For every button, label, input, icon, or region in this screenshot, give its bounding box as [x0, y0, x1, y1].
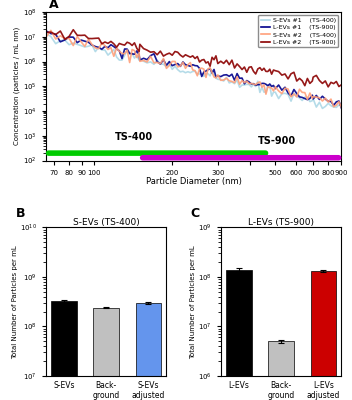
Bar [136, 303, 161, 400]
Legend: S-EVs #1    (TS-400), L-EVs #1    (TS-900), S-EVs #2    (TS-400), L-EVs #2    (T: S-EVs #1 (TS-400), L-EVs #1 (TS-900), S-… [258, 15, 338, 47]
Bar [310, 271, 336, 400]
Y-axis label: Total Number of Particles per mL: Total Number of Particles per mL [190, 245, 196, 358]
Text: C: C [190, 207, 200, 220]
Bar [226, 270, 252, 400]
Title: S-EVs (TS-400): S-EVs (TS-400) [73, 218, 139, 227]
Y-axis label: Concentration (particles / mL nm): Concentration (particles / mL nm) [14, 27, 20, 146]
Y-axis label: Total Number of Particles per mL: Total Number of Particles per mL [12, 245, 18, 358]
Bar [93, 308, 119, 400]
X-axis label: Particle Diameter (nm): Particle Diameter (nm) [146, 177, 241, 186]
Bar [51, 302, 77, 400]
Text: TS-900: TS-900 [258, 136, 296, 146]
Text: A: A [49, 0, 58, 10]
Title: L-EVs (TS-900): L-EVs (TS-900) [248, 218, 314, 227]
Text: B: B [15, 207, 25, 220]
Bar [269, 341, 294, 400]
Text: TS-400: TS-400 [115, 132, 153, 142]
